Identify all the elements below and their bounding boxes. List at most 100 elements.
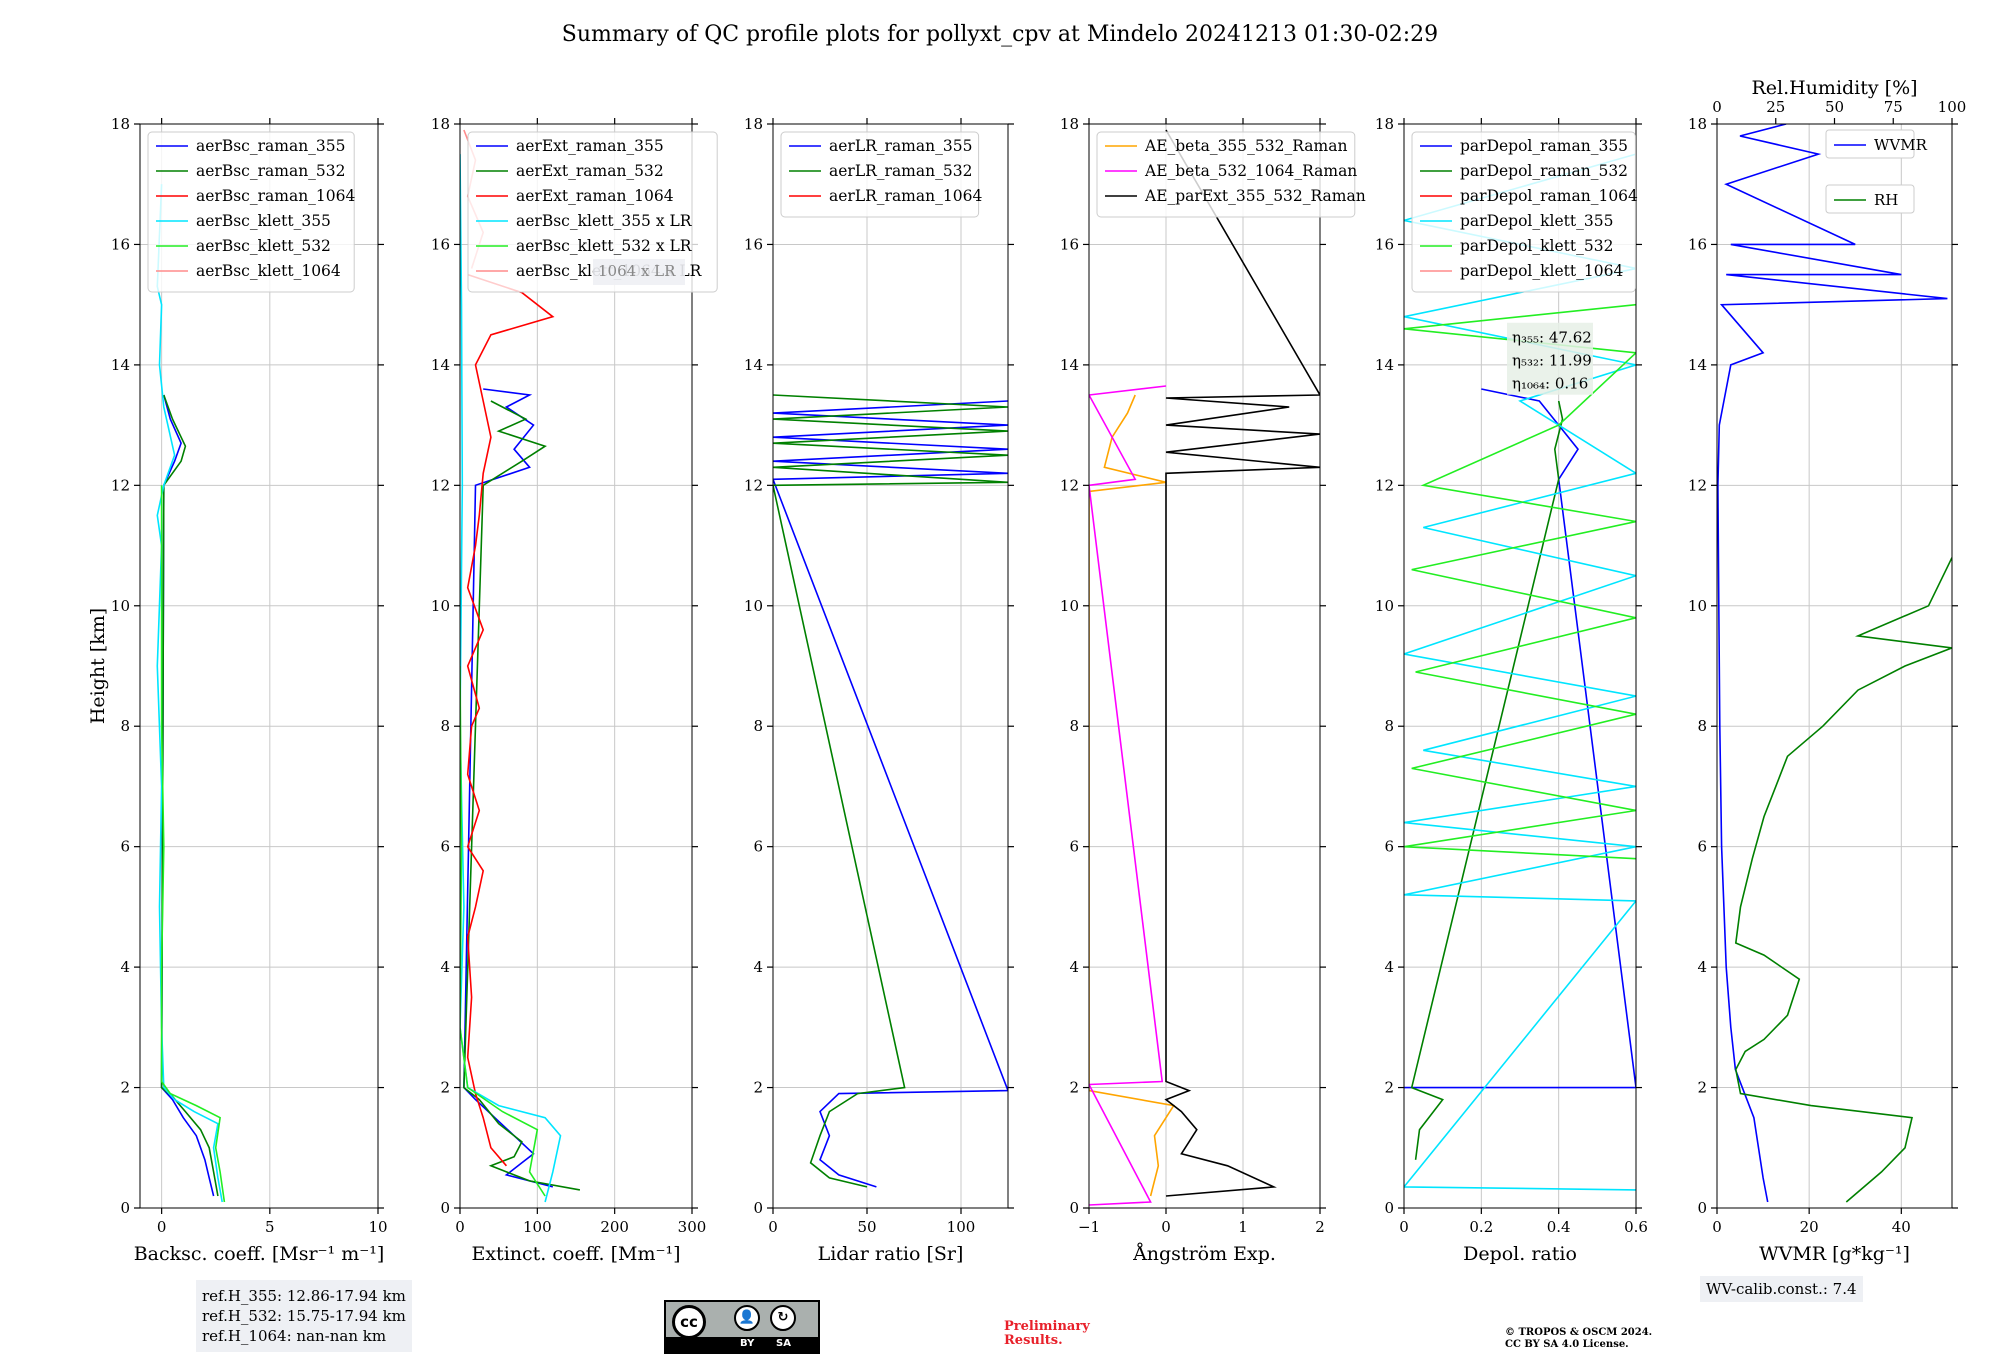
legend: aerExt_raman_355 aerExt_raman_532 aerExt_r… [467, 131, 718, 293]
series-aerExt_raman_1064 [466, 273, 555, 1167]
annotation-line: η₅₃₂: 11.99 [1512, 352, 1592, 370]
y-tick-label: 18 [1688, 115, 1707, 133]
x-axis-label: Backsc. coeff. [Msr⁻¹ m⁻¹] [134, 1243, 385, 1265]
cc-sa-label: SA [776, 1338, 791, 1349]
y-tick-label: 18 [431, 115, 450, 133]
x-tick-label: 200 [600, 1218, 629, 1236]
legend-frame [467, 131, 718, 293]
legend-label: AE_beta_532_1064_Raman [1144, 162, 1357, 180]
legend-label: parDepol_raman_1064 [1460, 187, 1638, 205]
legend-label: aerBsc_klett_532 x LR [516, 237, 693, 255]
y-tick-label: 16 [1060, 235, 1079, 253]
legend-label: aerBsc_klett_355 [196, 212, 331, 230]
y-tick-label: 2 [120, 1079, 130, 1097]
cc-logo-icon: cc [672, 1305, 706, 1339]
legend-entry: WVMR [1825, 129, 1928, 159]
legend-label: aerLR_raman_355 [829, 137, 972, 155]
top-x-tick-label: 25 [1766, 98, 1785, 116]
series-aerBsc_klett_355 [156, 184, 223, 1203]
x-tick-label: 0 [1399, 1218, 1409, 1236]
legend-label: aerExt_raman_355 [516, 137, 664, 155]
legend: AE_beta_355_532_Raman AE_beta_532_1064_Ra… [1096, 131, 1366, 218]
series-aerLR_raman_532 [773, 394, 1008, 1188]
x-tick-label: 0.2 [1469, 1218, 1493, 1236]
axes-frame [1088, 123, 1321, 1209]
x-tick-label: 50 [857, 1218, 876, 1236]
x-tick-label: 100 [947, 1218, 976, 1236]
y-tick-label: 18 [1060, 115, 1079, 133]
x-tick-label: 5 [265, 1218, 275, 1236]
share-alike-icon: ↻ [770, 1305, 796, 1331]
depol-annotation: η₃₅₅: 47.62 η₅₃₂: 11.99 η₁₀₆₄: 0.16 [1507, 322, 1593, 395]
series-parDepol_raman_532 [1410, 400, 1564, 1160]
legend-frame [1096, 131, 1356, 218]
figure-title: Summary of QC profile plots for pollyxt_… [561, 22, 1439, 47]
x-axis-label: Ångström Exp. [1132, 1243, 1276, 1265]
series-WVMR [1717, 124, 1948, 1203]
panel-lidar_ratio: 0 2 4 6 8 10 12 14 16 18 0 50 100 Lidar ratio [Sr] aer… [744, 115, 1014, 1265]
y-tick-label: 8 [120, 717, 130, 735]
top-x-tick-label: 75 [1884, 98, 1903, 116]
legend-label: parDepol_klett_355 [1460, 212, 1613, 230]
copyright-line-1: © TROPOS & OSCM 2024. [1505, 1327, 1653, 1338]
top-x-axis-label: Rel.Humidity [%] [1751, 77, 1917, 99]
annotation-line: η₃₅₅: 47.62 [1512, 329, 1592, 347]
y-tick-label: 0 [753, 1199, 763, 1217]
series-aerExt_raman_355 [463, 388, 554, 1188]
x-tick-label: 0.6 [1624, 1218, 1648, 1236]
y-tick-label: 6 [753, 838, 763, 856]
y-tick-label: 0 [1384, 1199, 1394, 1217]
wv-calib-box: WV-calib.const.: 7.4 [1700, 1276, 1863, 1302]
panel-depol: 0 2 4 6 8 10 12 14 16 18 0 0.2 0.4 0.6 Depol. ratio par… [1375, 115, 1648, 1265]
legend-label: parDepol_klett_1064 [1460, 262, 1623, 280]
y-tick-label: 16 [111, 235, 130, 253]
y-tick-label: 10 [1375, 597, 1394, 615]
y-tick-label: 18 [744, 115, 763, 133]
x-tick-label: 300 [678, 1218, 707, 1236]
legend-label: aerBsc_raman_532 [196, 162, 346, 180]
occluded-label: 1064 x LR [598, 262, 676, 280]
copyright-note: © TROPOS & OSCM 2024. CC BY SA 4.0 Licen… [1505, 1327, 1652, 1351]
reference-height-box: ref.H_355: 12.86-17.94 km ref.H_532: 15.… [196, 1280, 412, 1352]
y-tick-label: 6 [1697, 838, 1707, 856]
series-parDepol_klett_532 [1404, 303, 1636, 860]
axes-frame [459, 123, 693, 1209]
y-tick-label: 12 [1375, 476, 1394, 494]
y-tick-label: 10 [431, 597, 450, 615]
y-tick-label: 12 [431, 476, 450, 494]
y-tick-label: 8 [753, 717, 763, 735]
series-AE_beta_355_532_Raman [1089, 394, 1176, 1197]
ref-height-355: ref.H_355: 12.86-17.94 km [202, 1287, 406, 1305]
y-tick-label: 8 [1384, 717, 1394, 735]
attribution-person-icon: 👤 [734, 1305, 760, 1331]
y-tick-label: 0 [440, 1199, 450, 1217]
ref-height-532: ref.H_532: 15.75-17.94 km [202, 1307, 406, 1325]
preliminary-line-1: Preliminary [1004, 1319, 1090, 1334]
x-tick-label: 0 [157, 1218, 167, 1236]
cc-license-badge: cc 👤 ↻ BY SA [664, 1300, 820, 1354]
y-tick-label: 12 [1060, 476, 1079, 494]
y-tick-label: 6 [440, 838, 450, 856]
x-tick-label: 40 [1892, 1218, 1911, 1236]
y-tick-label: 10 [1688, 597, 1707, 615]
y-tick-label: 0 [120, 1199, 130, 1217]
axes-frame [1403, 123, 1637, 1209]
ref-height-1064: ref.H_1064: nan-nan km [202, 1327, 387, 1345]
y-tick-label: 4 [753, 958, 763, 976]
legend-label: AE_parExt_355_532_Raman [1144, 187, 1366, 205]
copyright-line-2: CC BY SA 4.0 License. [1505, 1339, 1629, 1350]
y-tick-label: 2 [440, 1079, 450, 1097]
legend-label: aerBsc_klett_532 [196, 237, 331, 255]
axes-frame [772, 123, 1009, 1209]
legend-label: aerExt_raman_1064 [516, 187, 674, 205]
y-tick-label: 4 [120, 958, 130, 976]
axes-frame [139, 123, 379, 1209]
x-axis-label: Lidar ratio [Sr] [818, 1243, 964, 1265]
panel-extinction: 0 2 4 6 8 10 12 14 16 18 0 100 200 300 Extinct. coeff.… [431, 115, 718, 1265]
y-tick-label: 18 [111, 115, 130, 133]
y-tick-label: 18 [1375, 115, 1394, 133]
series-aerBsc_raman_532 [160, 394, 219, 1197]
y-tick-label: 4 [1697, 958, 1707, 976]
y-tick-label: 10 [111, 597, 130, 615]
panel-backscatter: 0 2 4 6 8 10 12 14 16 18 0 5 10 Backsc. coeff. [Msr⁻¹… [87, 115, 388, 1265]
